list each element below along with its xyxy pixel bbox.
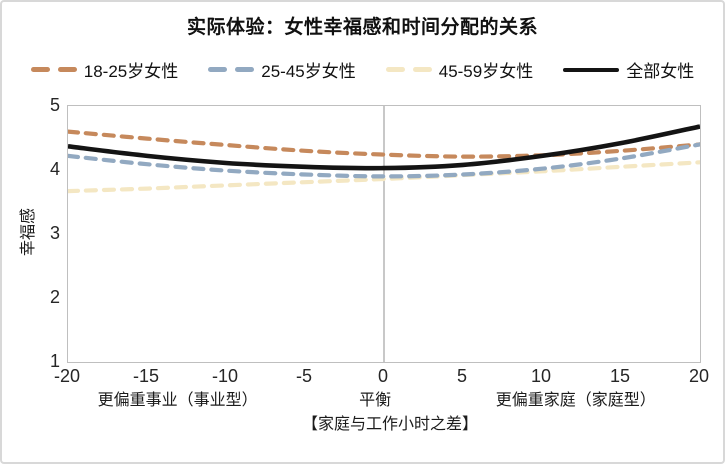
legend-dashed-line-icon <box>385 67 432 72</box>
series-line-45-59岁女性 <box>68 160 700 194</box>
y-tick-label: 5 <box>49 95 60 115</box>
series-line-25-45岁女性 <box>68 142 700 179</box>
x-axis-annotation: 更偏重家庭（家庭型） <box>495 392 656 409</box>
legend-label: 18-25岁女性 <box>83 62 179 81</box>
legend-item: 45-59岁女性 <box>385 57 534 82</box>
y-tick-label: 4 <box>49 159 60 179</box>
x-axis-title: 【家庭与工作小时之差】 <box>301 416 478 433</box>
legend-item: 18-25岁女性 <box>30 57 179 82</box>
legend-solid-line-icon <box>563 67 620 72</box>
x-tick-label: -15 <box>132 366 159 386</box>
y-tick-label: 1 <box>49 351 60 371</box>
x-tick-label: -10 <box>211 366 238 386</box>
series-line-全部女性 <box>68 124 700 171</box>
dash-segment <box>208 67 228 72</box>
plot-area <box>67 105 701 363</box>
chart-title: 实际体验：女性幸福感和时间分配的关系 <box>186 17 538 38</box>
dash-segment <box>57 67 77 72</box>
x-tick-label: 20 <box>688 366 710 386</box>
legend: 18-25岁女性 25-45岁女性 45-59岁女性 全部女性 <box>2 57 723 82</box>
dash-segment <box>30 67 50 72</box>
legend-dashed-line-icon <box>208 67 255 72</box>
x-tick-label: -20 <box>53 366 80 386</box>
x-tick-label: -5 <box>295 366 312 386</box>
x-tick-label: 0 <box>377 366 388 386</box>
legend-item: 25-45岁女性 <box>208 57 356 82</box>
y-tick-label: 2 <box>49 287 60 307</box>
x-tick-label: 15 <box>609 366 631 386</box>
legend-dashed-line-icon <box>30 67 77 72</box>
x-axis-annotation: 平衡 <box>359 392 392 409</box>
dash-segment <box>385 67 405 72</box>
dash-segment <box>235 67 255 72</box>
x-axis-annotation: 更偏重事业（事业型） <box>97 392 258 409</box>
legend-label: 25-45岁女性 <box>261 62 356 81</box>
line-chart-canvas <box>68 106 700 362</box>
legend-label: 45-59岁女性 <box>438 62 534 81</box>
series-line-18-25岁女性 <box>68 129 700 159</box>
x-tick-label: 5 <box>456 366 467 386</box>
legend-item: 全部女性 <box>563 57 694 82</box>
y-tick-label: 3 <box>49 223 60 243</box>
legend-label: 全部女性 <box>626 62 695 81</box>
x-tick-label: 10 <box>530 366 552 386</box>
dash-segment <box>412 67 432 72</box>
